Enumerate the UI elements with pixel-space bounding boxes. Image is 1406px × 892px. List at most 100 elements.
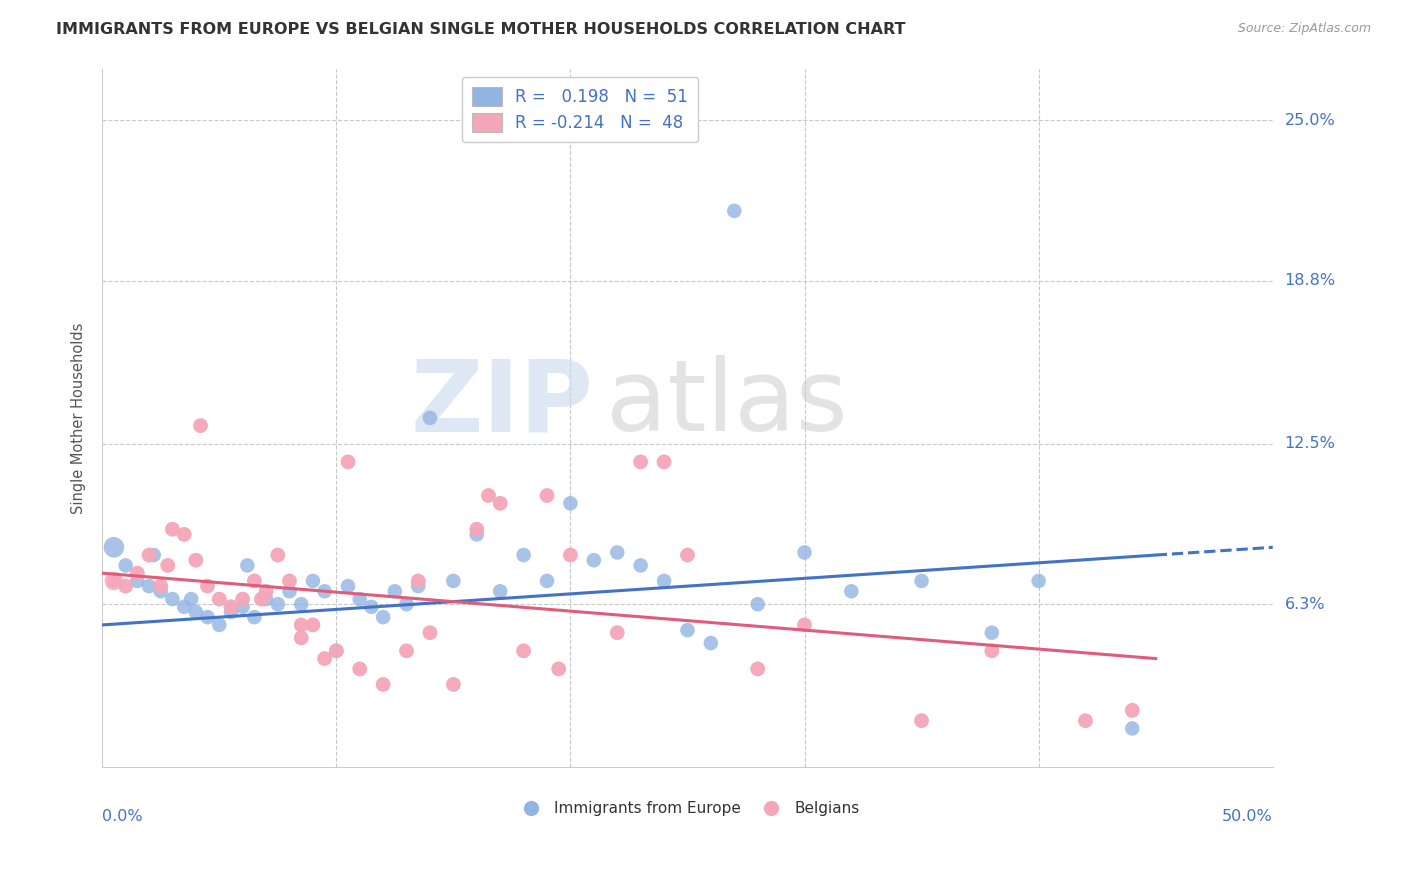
Point [419, 625, 441, 640]
Point [793, 618, 815, 632]
Point [254, 584, 277, 599]
Point [406, 574, 429, 588]
Point [512, 644, 534, 658]
Point [477, 489, 499, 503]
Point [395, 597, 418, 611]
Point [278, 574, 301, 588]
Point [302, 618, 325, 632]
Point [349, 662, 371, 676]
Point [441, 677, 464, 691]
Point [536, 489, 558, 503]
Point [314, 651, 336, 665]
Point [114, 579, 136, 593]
Point [441, 574, 464, 588]
Point [219, 599, 242, 614]
Point [980, 644, 1002, 658]
Point [325, 644, 347, 658]
Point [441, 677, 464, 691]
Point [841, 584, 863, 599]
Point [290, 597, 312, 611]
Point [1074, 714, 1097, 728]
Point [243, 610, 266, 624]
Point [184, 553, 207, 567]
Point [156, 558, 179, 573]
Point [793, 618, 815, 632]
Point [250, 592, 273, 607]
Point [184, 553, 207, 567]
Point [747, 597, 769, 611]
Point [173, 527, 195, 541]
Point [547, 662, 569, 676]
Point [582, 553, 605, 567]
Point [676, 623, 699, 637]
Point [149, 579, 172, 593]
Point [149, 579, 172, 593]
Text: 12.5%: 12.5% [1285, 436, 1336, 451]
Point [219, 599, 242, 614]
Point [606, 625, 628, 640]
Point [337, 579, 360, 593]
Point [127, 566, 149, 581]
Point [127, 574, 149, 588]
Point [560, 496, 582, 510]
Point [103, 574, 125, 588]
Point [980, 644, 1002, 658]
Point [477, 489, 499, 503]
Point [630, 558, 652, 573]
Text: 0.0%: 0.0% [103, 809, 143, 824]
Point [747, 662, 769, 676]
Point [652, 455, 675, 469]
Point [910, 714, 932, 728]
Point [173, 599, 195, 614]
Point [325, 644, 347, 658]
Point [197, 579, 219, 593]
Text: 25.0%: 25.0% [1285, 112, 1336, 128]
Point [980, 625, 1002, 640]
Point [630, 455, 652, 469]
Y-axis label: Single Mother Households: Single Mother Households [72, 322, 86, 514]
Point [184, 605, 207, 619]
Point [373, 677, 395, 691]
Point [232, 592, 254, 607]
Legend: Immigrants from Europe, Belgians: Immigrants from Europe, Belgians [509, 796, 866, 822]
Point [278, 584, 301, 599]
Point [278, 574, 301, 588]
Point [243, 574, 266, 588]
Point [127, 566, 149, 581]
Point [419, 410, 441, 425]
Point [1074, 714, 1097, 728]
Text: Source: ZipAtlas.com: Source: ZipAtlas.com [1237, 22, 1371, 36]
Point [465, 527, 488, 541]
Point [676, 548, 699, 562]
Point [512, 548, 534, 562]
Point [314, 584, 336, 599]
Point [373, 677, 395, 691]
Point [325, 644, 347, 658]
Point [142, 548, 165, 562]
Point [208, 592, 231, 607]
Point [489, 496, 512, 510]
Point [149, 584, 172, 599]
Point [138, 548, 160, 562]
Point [349, 662, 371, 676]
Point [349, 592, 371, 607]
Point [302, 618, 325, 632]
Point [114, 558, 136, 573]
Point [254, 584, 277, 599]
Point [337, 455, 360, 469]
Point [290, 631, 312, 645]
Point [652, 455, 675, 469]
Point [652, 574, 675, 588]
Point [676, 548, 699, 562]
Point [489, 496, 512, 510]
Point [1121, 722, 1143, 736]
Point [190, 418, 212, 433]
Point [700, 636, 723, 650]
Point [536, 574, 558, 588]
Point [267, 548, 290, 562]
Text: 18.8%: 18.8% [1285, 273, 1336, 288]
Text: atlas: atlas [606, 355, 848, 452]
Point [103, 541, 125, 555]
Point [267, 597, 290, 611]
Point [360, 599, 382, 614]
